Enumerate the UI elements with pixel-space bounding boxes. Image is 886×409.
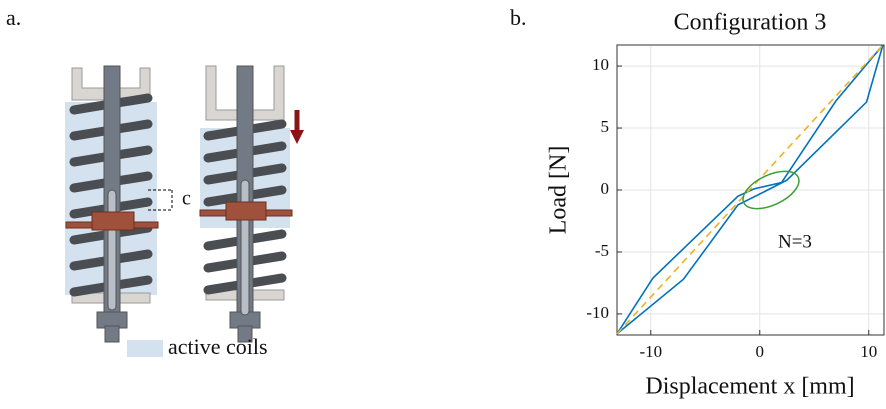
- legend-label: active coils: [168, 334, 268, 359]
- y-tick-label: 10: [592, 55, 609, 74]
- panel-label: b.: [510, 5, 527, 30]
- legend-swatch: [127, 340, 163, 357]
- y-tick-label: 5: [601, 117, 610, 136]
- chart-title: Configuration 3: [674, 10, 827, 36]
- data-line: [616, 44, 884, 335]
- data-line: [616, 44, 884, 335]
- bracket: [71, 67, 151, 101]
- x-tick-label: 0: [756, 342, 765, 361]
- collar: [91, 211, 135, 231]
- arrow-head: [290, 130, 304, 144]
- x-tick-label: -10: [639, 342, 662, 361]
- y-axis-label: Load [N]: [546, 146, 572, 235]
- x-tick-label: 10: [860, 342, 877, 361]
- data-line: [616, 44, 884, 335]
- panel-label: a.: [6, 5, 21, 30]
- gap-marker: [148, 189, 173, 211]
- plot-frame: [616, 44, 885, 336]
- slot: [240, 179, 250, 316]
- rod-end: [104, 325, 120, 343]
- rod-end: [237, 325, 253, 343]
- highlight-ellipse: [742, 170, 800, 210]
- y-tick-label: -10: [586, 303, 609, 322]
- slot: [107, 189, 117, 311]
- collar: [225, 201, 267, 221]
- y-tick-label: -5: [595, 241, 609, 260]
- gap-label: c: [182, 188, 191, 210]
- annotation: N=3: [778, 231, 812, 252]
- bracket: [205, 65, 285, 121]
- x-axis-label: Displacement x [mm]: [645, 374, 854, 400]
- y-tick-label: 0: [601, 179, 610, 198]
- spring-diagram: c active coils: [65, 65, 304, 359]
